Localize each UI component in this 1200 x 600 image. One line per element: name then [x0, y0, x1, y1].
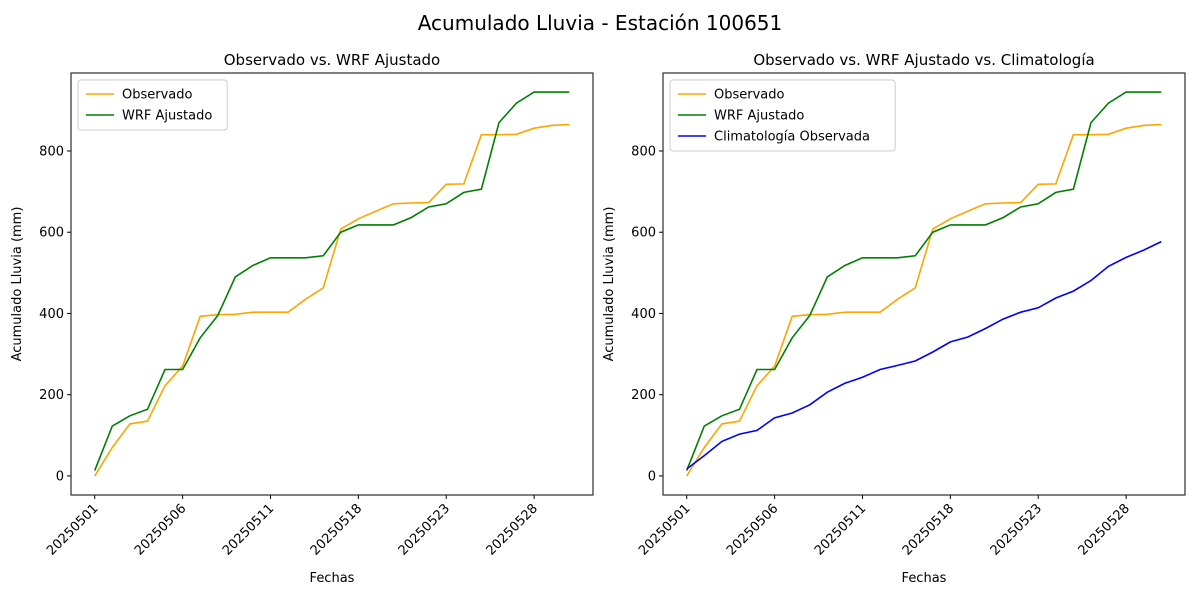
- figure-title: Acumulado Lluvia - Estación 100651: [418, 11, 783, 35]
- x-tick-label: 20250518: [308, 501, 365, 558]
- axes-title: Observado vs. WRF Ajustado vs. Climatolo…: [753, 51, 1094, 69]
- x-tick-label: 20250523: [396, 501, 453, 558]
- legend-box: [669, 79, 896, 152]
- series-line: [686, 240, 1162, 470]
- legend-box: [77, 79, 228, 131]
- x-axis-label: Fechas: [902, 571, 947, 586]
- legend-label: WRF Ajustado: [714, 109, 804, 124]
- y-axis-label: Acumulado Lluvia (mm): [10, 207, 25, 362]
- x-tick-label: 20250528: [484, 501, 541, 558]
- x-tick-label: 20250501: [44, 501, 101, 558]
- axes-title: Observado vs. WRF Ajustado: [224, 51, 440, 69]
- y-tick-label: 800: [631, 144, 656, 159]
- series-line: [93, 91, 570, 471]
- x-tick-label: 20250501: [636, 501, 693, 558]
- axes-frame: [70, 72, 594, 496]
- axes-frame: [662, 72, 1186, 496]
- y-tick-label: 200: [631, 388, 656, 403]
- x-axis-label: Fechas: [310, 571, 355, 586]
- legend-label: Observado: [122, 88, 193, 103]
- y-tick-label: 0: [56, 469, 64, 484]
- x-tick-label: 20250511: [220, 501, 277, 558]
- y-tick-label: 800: [39, 144, 64, 159]
- y-tick-label: 0: [648, 469, 656, 484]
- y-tick-label: 400: [631, 307, 656, 322]
- x-tick-label: 20250506: [132, 501, 189, 558]
- x-tick-label: 20250506: [724, 501, 781, 558]
- y-tick-label: 600: [631, 226, 656, 241]
- y-tick-label: 400: [39, 307, 64, 322]
- legend-label: Climatología Observada: [714, 130, 870, 145]
- x-tick-label: 20250518: [900, 501, 957, 558]
- series-line: [94, 123, 570, 477]
- y-tick-label: 600: [39, 226, 64, 241]
- x-tick-label: 20250523: [988, 501, 1045, 558]
- x-tick-label: 20250528: [1076, 501, 1133, 558]
- legend-label: Observado: [714, 88, 785, 103]
- series-line: [685, 91, 1162, 471]
- y-tick-label: 200: [39, 388, 64, 403]
- y-axis-label: Acumulado Lluvia (mm): [602, 207, 617, 362]
- legend-label: WRF Ajustado: [122, 109, 212, 124]
- x-tick-label: 20250511: [812, 501, 869, 558]
- series-line: [686, 123, 1162, 477]
